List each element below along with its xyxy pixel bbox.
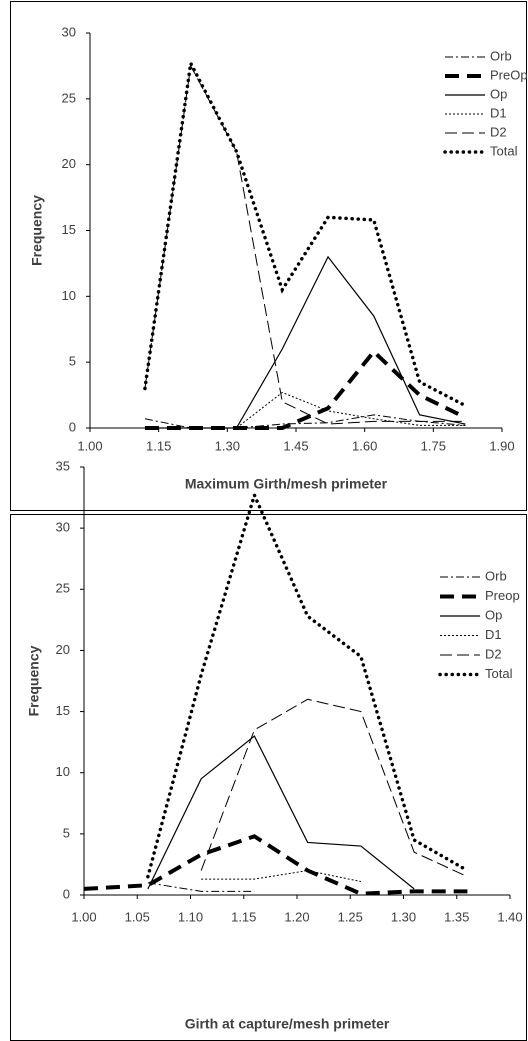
legend-label: Total: [490, 143, 518, 158]
x-tick-label: 1.30: [215, 438, 240, 453]
y-axis-title: Frequency: [29, 195, 45, 266]
x-tick-label: 1.20: [284, 909, 309, 924]
series-line: [201, 870, 362, 883]
series-line: [147, 882, 255, 892]
x-tick-label: 1.25: [338, 909, 363, 924]
x-tick-label: 1.75: [421, 438, 446, 453]
x-tick-label: 1.30: [391, 909, 416, 924]
x-axis-title: Girth at capture/mesh primeter: [185, 1016, 390, 1032]
y-tick-label: 30: [56, 520, 70, 535]
series-line: [143, 57, 468, 408]
series-line: [146, 490, 470, 879]
y-tick-label: 5: [63, 825, 70, 840]
x-tick-label: 1.45: [283, 438, 308, 453]
legend-label: D2: [485, 646, 502, 661]
x-tick-label: 1.15: [146, 438, 171, 453]
x-tick-label: 1.00: [77, 438, 102, 453]
y-tick-label: 15: [56, 703, 70, 718]
x-tick-label: 1.90: [489, 438, 514, 453]
y-tick-label: 10: [62, 288, 76, 303]
series-line: [147, 735, 415, 890]
chart-frame: [10, 514, 527, 1041]
legend-label: Orb: [485, 568, 507, 583]
series-line: [144, 391, 466, 429]
legend-label: PreOp: [490, 67, 528, 82]
y-tick-label: 20: [56, 642, 70, 657]
legend-label: Orb: [490, 48, 512, 63]
series-line: [200, 698, 468, 878]
y-tick-label: 5: [69, 354, 76, 369]
x-tick-label: 1.10: [178, 909, 203, 924]
legend-label: D1: [485, 627, 502, 642]
x-tick-label: 1.60: [352, 438, 377, 453]
series-line: [144, 255, 466, 429]
y-tick-label: 0: [69, 419, 76, 434]
legend-label: D1: [490, 105, 507, 120]
y-tick-label: 10: [56, 764, 70, 779]
y-axis-title: Frequency: [26, 645, 42, 716]
legend-label: Total: [485, 666, 513, 681]
legend-label: D2: [490, 124, 507, 139]
y-tick-label: 20: [62, 156, 76, 171]
x-tick-label: 1.35: [444, 909, 469, 924]
x-tick-label: 1.05: [125, 909, 150, 924]
y-tick-label: 25: [56, 581, 70, 596]
x-axis-title: Maximum Girth/mesh primeter: [185, 476, 388, 492]
chart-frame: [10, 1, 527, 511]
x-tick-label: 1.40: [497, 909, 522, 924]
y-tick-label: 25: [62, 90, 76, 105]
series-line: [144, 348, 467, 430]
legend-label: Op: [485, 607, 502, 622]
y-tick-label: 30: [62, 24, 76, 39]
legend-label: Preop: [485, 588, 520, 603]
x-tick-label: 1.00: [71, 909, 96, 924]
y-tick-label: 0: [63, 886, 70, 901]
y-tick-label: 35: [56, 458, 70, 473]
y-tick-label: 15: [62, 222, 76, 237]
x-tick-label: 1.15: [231, 909, 256, 924]
legend-label: Op: [490, 86, 507, 101]
series-line: [83, 834, 468, 896]
